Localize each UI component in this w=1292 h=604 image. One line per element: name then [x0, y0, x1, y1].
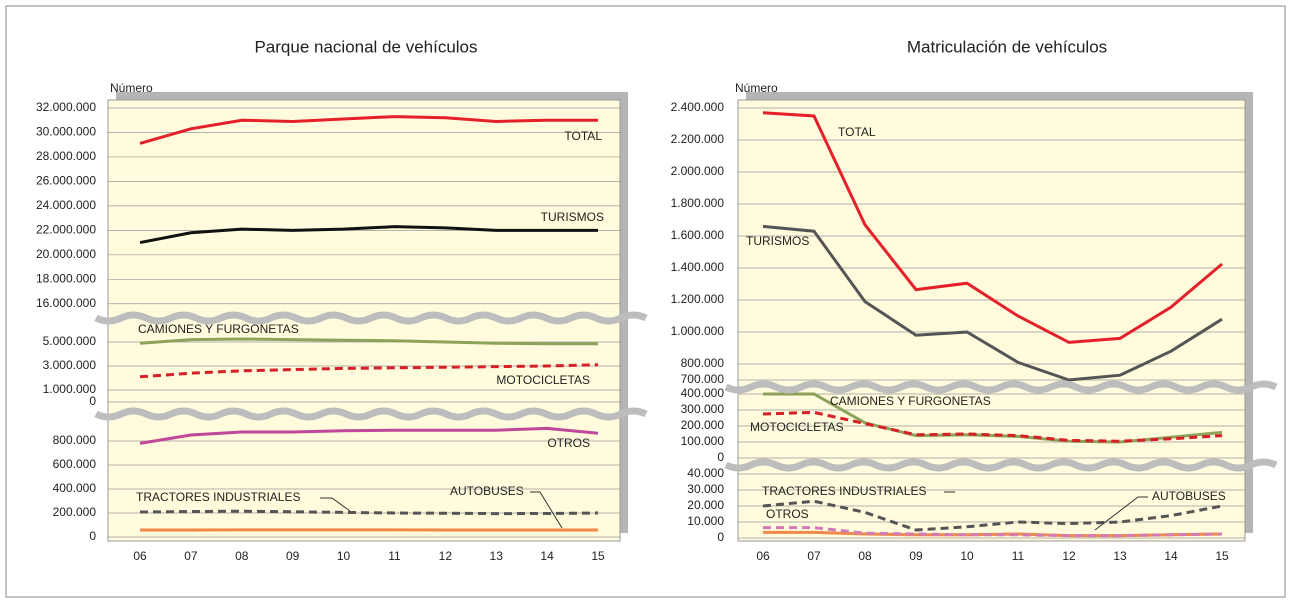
x-tick-label: 13 — [490, 549, 504, 563]
y-tick-label: 400.000 — [681, 386, 725, 400]
axis-break — [94, 407, 648, 421]
chart-title: Matriculación de vehículos — [907, 37, 1107, 56]
y-tick-label: 18.000.000 — [36, 271, 96, 285]
y-tick-label: 1.000.000 — [671, 324, 725, 338]
series-label: AUTOBUSES — [1152, 489, 1226, 503]
chart-title: Parque nacional de vehículos — [254, 37, 477, 56]
series-line — [139, 363, 599, 379]
y-tick-label: 300.000 — [681, 402, 725, 416]
series-line — [763, 526, 1223, 538]
x-tick-label: 11 — [388, 549, 401, 563]
x-tick-label: 08 — [235, 549, 249, 563]
y-tick-label: 1.200.000 — [671, 292, 725, 306]
y-axis-label: Número — [735, 81, 778, 95]
y-tick-label: 30.000.000 — [36, 125, 96, 139]
axis-break — [724, 380, 1278, 394]
axis-break — [94, 311, 648, 325]
x-tick-label: 09 — [909, 549, 923, 563]
leader-line — [530, 491, 563, 529]
y-tick-label: 0 — [89, 394, 96, 408]
leader-line — [320, 497, 351, 512]
plot-area — [737, 99, 1246, 542]
y-tick-label: 16.000.000 — [36, 296, 96, 310]
y-tick-label: 28.000.000 — [36, 149, 96, 163]
y-tick-label: 100.000 — [681, 434, 725, 448]
y-tick-label: 800.000 — [681, 356, 725, 370]
y-tick-label: 600.000 — [53, 457, 97, 471]
series-line — [762, 111, 1223, 344]
y-tick-label: 0 — [89, 529, 96, 543]
y-tick-label: 10.000 — [687, 514, 724, 528]
y-axis-label: Número — [110, 81, 153, 95]
x-tick-label: 15 — [1215, 549, 1229, 563]
series-label: MOTOCICLETAS — [496, 373, 590, 387]
y-tick-label: 0 — [717, 530, 724, 544]
y-tick-label: 400.000 — [53, 481, 97, 495]
leader-line — [1094, 496, 1148, 531]
series-label: AUTOBUSES — [450, 484, 524, 498]
series-label: CAMIONES Y FURGONETAS — [138, 322, 299, 336]
y-tick-label: 200.000 — [53, 505, 97, 519]
y-tick-label: 2.400.000 — [671, 100, 725, 114]
y-tick-label: 2.000.000 — [671, 164, 725, 178]
series-line — [763, 392, 1223, 444]
x-tick-label: 10 — [337, 549, 351, 563]
y-tick-label: 2.200.000 — [671, 132, 725, 146]
axis-break — [724, 458, 1278, 472]
series-label: TRACTORES INDUSTRIALES — [136, 490, 300, 504]
x-tick-label: 15 — [591, 549, 605, 563]
series-line — [139, 225, 598, 245]
x-tick-label: 09 — [286, 549, 300, 563]
y-tick-label: 32.000.000 — [36, 100, 96, 114]
x-tick-label: 08 — [858, 549, 872, 563]
y-tick-label: 30.000 — [687, 482, 724, 496]
series-label: OTROS — [547, 436, 590, 450]
y-tick-label: 26.000.000 — [36, 174, 96, 188]
x-tick-label: 06 — [756, 549, 770, 563]
y-tick-label: 800.000 — [53, 433, 97, 447]
y-tick-label: 1.400.000 — [671, 260, 725, 274]
y-tick-label: 1.600.000 — [671, 228, 725, 242]
y-tick-label: 700.000 — [681, 372, 725, 386]
x-tick-label: 14 — [1164, 549, 1178, 563]
series-label: TRACTORES INDUSTRIALES — [762, 484, 926, 498]
y-tick-label: 20.000 — [687, 498, 724, 512]
series-label: TURISMOS — [746, 234, 809, 248]
y-tick-label: 1.000.000 — [43, 382, 97, 396]
y-tick-label: 5.000.000 — [43, 334, 97, 348]
x-tick-label: 07 — [807, 549, 821, 563]
y-tick-label: 20.000.000 — [36, 247, 96, 261]
y-tick-label: 200.000 — [681, 418, 725, 432]
x-tick-label: 07 — [184, 549, 198, 563]
y-tick-label: 1.800.000 — [671, 196, 725, 210]
x-tick-label: 06 — [133, 549, 147, 563]
series-label: TURISMOS — [541, 210, 604, 224]
series-label: OTROS — [766, 507, 809, 521]
y-tick-label: 0 — [717, 450, 724, 464]
series-line — [139, 426, 599, 445]
x-tick-label: 10 — [960, 549, 974, 563]
x-tick-label: 13 — [1113, 549, 1127, 563]
x-tick-label: 12 — [439, 549, 453, 563]
series-label: MOTOCICLETAS — [750, 420, 844, 434]
series-line — [762, 224, 1223, 382]
y-tick-label: 24.000.000 — [36, 198, 96, 212]
x-tick-label: 14 — [540, 549, 554, 563]
series-label: CAMIONES Y FURGONETAS — [830, 394, 991, 408]
y-tick-label: 22.000.000 — [36, 223, 96, 237]
series-label: TOTAL — [838, 125, 876, 139]
series-label: TOTAL — [564, 129, 602, 143]
series-line — [139, 509, 599, 516]
x-tick-label: 11 — [1012, 549, 1025, 563]
y-tick-label: 3.000.000 — [43, 358, 97, 372]
series-line — [762, 499, 1223, 532]
series-line — [139, 115, 598, 145]
series-line — [139, 337, 598, 346]
y-tick-label: 40.000 — [687, 466, 724, 480]
x-tick-label: 12 — [1062, 549, 1076, 563]
